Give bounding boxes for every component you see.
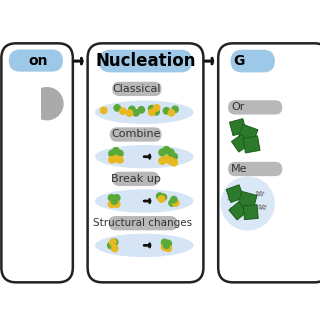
Ellipse shape bbox=[95, 100, 194, 124]
Circle shape bbox=[109, 156, 115, 163]
FancyBboxPatch shape bbox=[108, 216, 178, 230]
Circle shape bbox=[117, 150, 123, 157]
Text: on: on bbox=[28, 53, 48, 68]
Circle shape bbox=[148, 105, 155, 112]
Text: G: G bbox=[233, 54, 244, 68]
Circle shape bbox=[111, 198, 117, 204]
FancyBboxPatch shape bbox=[228, 162, 282, 176]
Circle shape bbox=[163, 242, 170, 249]
Polygon shape bbox=[243, 136, 260, 153]
Polygon shape bbox=[243, 204, 258, 220]
Text: Me: Me bbox=[231, 164, 248, 174]
Circle shape bbox=[159, 157, 166, 164]
Circle shape bbox=[168, 110, 175, 116]
Circle shape bbox=[161, 239, 168, 246]
Circle shape bbox=[167, 149, 174, 156]
Circle shape bbox=[148, 109, 155, 116]
Circle shape bbox=[171, 153, 177, 160]
Text: Structural changes: Structural changes bbox=[93, 218, 193, 228]
Circle shape bbox=[108, 195, 115, 201]
Circle shape bbox=[165, 240, 172, 247]
Circle shape bbox=[113, 148, 119, 154]
Circle shape bbox=[165, 245, 172, 252]
Circle shape bbox=[117, 156, 123, 163]
Circle shape bbox=[126, 110, 133, 116]
Circle shape bbox=[171, 159, 177, 166]
Circle shape bbox=[163, 108, 170, 114]
Circle shape bbox=[171, 196, 177, 203]
Text: Combine: Combine bbox=[111, 130, 160, 140]
Polygon shape bbox=[238, 124, 258, 145]
Text: Nucleation: Nucleation bbox=[95, 52, 196, 70]
Circle shape bbox=[109, 239, 116, 245]
Circle shape bbox=[114, 105, 120, 111]
FancyBboxPatch shape bbox=[228, 100, 282, 115]
Circle shape bbox=[156, 193, 163, 199]
Circle shape bbox=[163, 156, 170, 163]
Circle shape bbox=[163, 147, 170, 153]
Circle shape bbox=[113, 156, 119, 162]
FancyBboxPatch shape bbox=[99, 50, 192, 72]
FancyBboxPatch shape bbox=[230, 50, 275, 72]
Circle shape bbox=[172, 200, 179, 206]
Polygon shape bbox=[238, 191, 257, 211]
Circle shape bbox=[31, 88, 63, 120]
Circle shape bbox=[160, 194, 167, 200]
Circle shape bbox=[133, 110, 139, 116]
Circle shape bbox=[114, 201, 120, 207]
Circle shape bbox=[159, 149, 166, 156]
Ellipse shape bbox=[95, 145, 194, 168]
FancyBboxPatch shape bbox=[218, 43, 320, 282]
FancyBboxPatch shape bbox=[112, 82, 162, 96]
Polygon shape bbox=[231, 134, 249, 152]
Circle shape bbox=[158, 196, 165, 202]
Polygon shape bbox=[226, 185, 244, 203]
Circle shape bbox=[169, 200, 175, 206]
Polygon shape bbox=[229, 119, 246, 136]
Ellipse shape bbox=[95, 189, 194, 213]
Circle shape bbox=[120, 108, 126, 114]
Circle shape bbox=[172, 106, 178, 113]
FancyBboxPatch shape bbox=[1, 43, 73, 282]
FancyBboxPatch shape bbox=[112, 172, 159, 186]
Text: Or: Or bbox=[231, 102, 245, 112]
Circle shape bbox=[109, 150, 115, 157]
FancyBboxPatch shape bbox=[88, 43, 204, 282]
Ellipse shape bbox=[221, 176, 275, 231]
Text: Break up: Break up bbox=[111, 174, 161, 184]
FancyBboxPatch shape bbox=[110, 127, 162, 142]
Text: Classical: Classical bbox=[113, 84, 161, 94]
Circle shape bbox=[114, 195, 120, 201]
Polygon shape bbox=[229, 202, 247, 220]
Circle shape bbox=[108, 242, 114, 249]
Circle shape bbox=[108, 201, 115, 207]
Circle shape bbox=[138, 107, 145, 113]
Circle shape bbox=[167, 157, 174, 164]
Circle shape bbox=[129, 106, 135, 113]
Circle shape bbox=[111, 239, 118, 245]
Circle shape bbox=[161, 244, 168, 251]
Circle shape bbox=[111, 245, 118, 252]
Circle shape bbox=[153, 108, 159, 115]
Circle shape bbox=[153, 105, 160, 111]
Circle shape bbox=[100, 107, 107, 114]
Ellipse shape bbox=[95, 234, 194, 257]
FancyBboxPatch shape bbox=[9, 50, 63, 72]
